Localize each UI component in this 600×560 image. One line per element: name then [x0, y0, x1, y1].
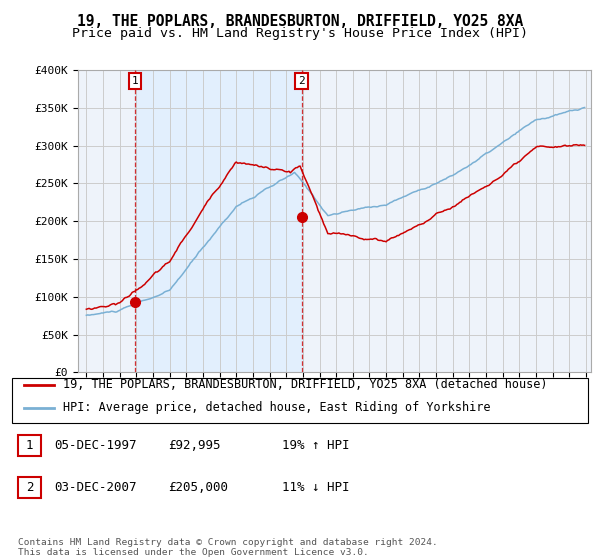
Text: 05-DEC-1997: 05-DEC-1997 — [54, 438, 137, 452]
Text: 1: 1 — [26, 438, 33, 452]
Text: Contains HM Land Registry data © Crown copyright and database right 2024.
This d: Contains HM Land Registry data © Crown c… — [18, 538, 438, 557]
Text: £205,000: £205,000 — [168, 480, 228, 494]
Bar — [135, 70, 302, 372]
Text: 19% ↑ HPI: 19% ↑ HPI — [282, 438, 349, 452]
Text: 03-DEC-2007: 03-DEC-2007 — [54, 480, 137, 494]
Text: 2: 2 — [298, 76, 305, 86]
Text: 19, THE POPLARS, BRANDESBURTON, DRIFFIELD, YO25 8XA: 19, THE POPLARS, BRANDESBURTON, DRIFFIEL… — [77, 14, 523, 29]
Text: £92,995: £92,995 — [168, 438, 221, 452]
Text: Price paid vs. HM Land Registry's House Price Index (HPI): Price paid vs. HM Land Registry's House … — [72, 27, 528, 40]
Text: 19, THE POPLARS, BRANDESBURTON, DRIFFIELD, YO25 8XA (detached house): 19, THE POPLARS, BRANDESBURTON, DRIFFIEL… — [63, 378, 548, 391]
Text: HPI: Average price, detached house, East Riding of Yorkshire: HPI: Average price, detached house, East… — [63, 401, 491, 414]
Text: 2: 2 — [26, 480, 33, 494]
Text: 1: 1 — [131, 76, 139, 86]
Text: 11% ↓ HPI: 11% ↓ HPI — [282, 480, 349, 494]
